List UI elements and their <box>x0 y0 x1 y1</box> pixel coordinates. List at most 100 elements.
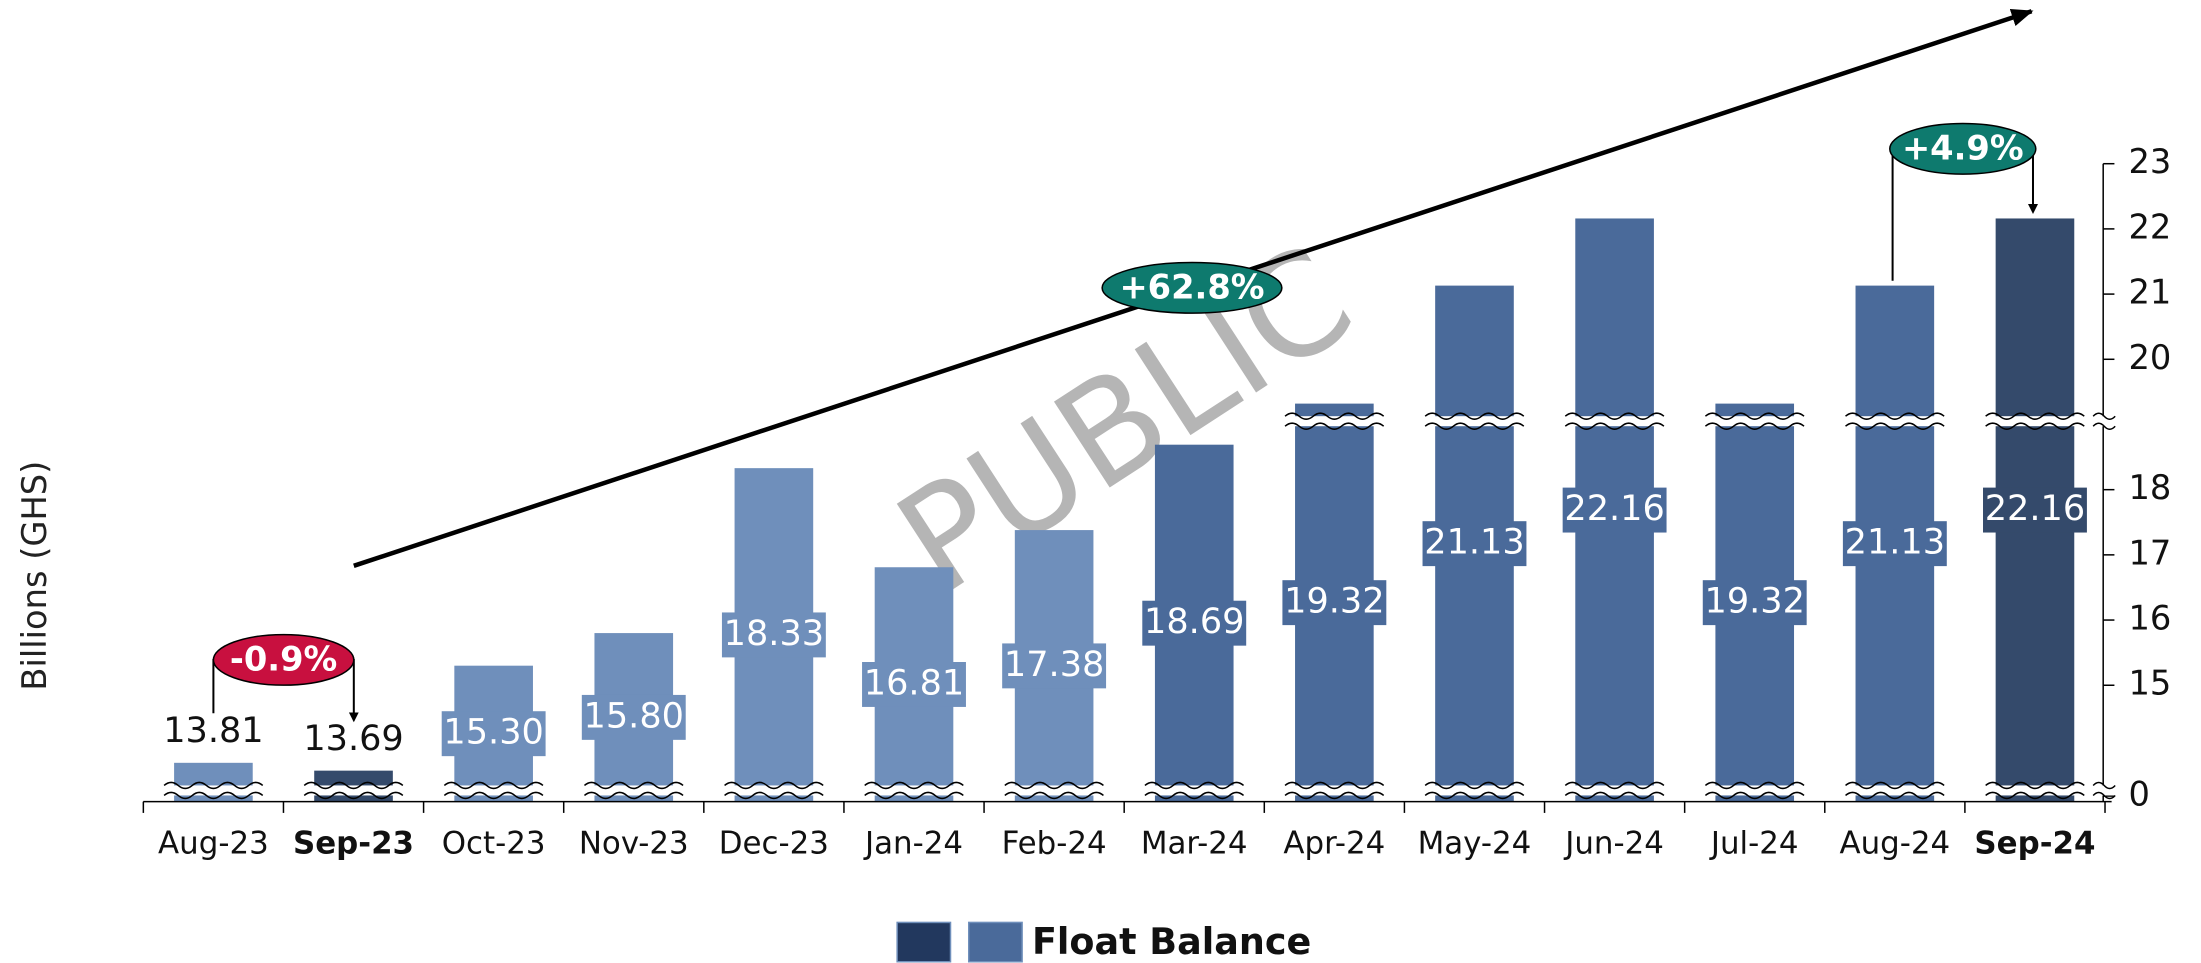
y-tick-label: 0 <box>2128 775 2149 814</box>
annotation-pill <box>1101 261 1283 314</box>
axis-break <box>2092 422 2116 430</box>
axis-break-gap <box>1565 416 1664 427</box>
axis-break <box>443 791 544 800</box>
data-label-box <box>441 711 546 757</box>
data-label: 18.33 <box>724 613 824 654</box>
axis-break-gap <box>584 785 684 796</box>
axis-break-gap <box>1285 416 1384 427</box>
axis-break-gap <box>724 785 824 796</box>
x-tick-label: Jan-24 <box>863 826 963 862</box>
annotation-pill <box>212 633 355 686</box>
y-tick-label: 20 <box>2128 338 2171 377</box>
axis-break <box>1704 791 1805 800</box>
data-label: 21.13 <box>1845 522 1945 563</box>
x-tick-label: Oct-23 <box>442 826 546 862</box>
axis-break <box>1284 781 1385 790</box>
axis-break <box>2092 412 2116 420</box>
axis-break <box>443 781 544 790</box>
y-tick-label: 23 <box>2128 142 2171 181</box>
data-label: 22.16 <box>1985 488 2085 529</box>
data-label-box <box>1562 487 1667 533</box>
x-tick-label: May-24 <box>1418 826 1532 862</box>
axis-break-gap <box>1565 785 1664 796</box>
axis-break-gap <box>1004 785 1104 796</box>
axis-break <box>724 781 824 790</box>
axis-break <box>303 791 404 800</box>
axis-break <box>1284 791 1385 800</box>
axis-break <box>1564 422 1665 430</box>
axis-break <box>2092 791 2116 800</box>
axis-break <box>1004 791 1104 800</box>
bar <box>174 762 253 802</box>
data-label: 15.30 <box>443 712 543 753</box>
axis-break-gap <box>304 785 403 796</box>
axis-break <box>1284 412 1385 420</box>
axis-break <box>1424 781 1525 790</box>
axis-break <box>1424 412 1525 420</box>
data-label: 21.13 <box>1424 522 1524 563</box>
axis-break <box>1845 791 1945 800</box>
y-axis-title: Billions (GHS) <box>15 461 54 691</box>
axis-break <box>1704 412 1805 420</box>
x-tick-label: Apr-24 <box>1283 826 1385 862</box>
axis-break-gap <box>1285 785 1384 796</box>
axis-break <box>1985 791 2085 800</box>
x-tick-label: Dec-23 <box>719 826 829 862</box>
axis-break <box>1424 422 1525 430</box>
axis-break <box>1985 412 2085 420</box>
axis-break <box>163 791 264 800</box>
data-label: 22.16 <box>1564 488 1664 529</box>
axis-break-gap <box>2093 785 2116 796</box>
axis-break-gap <box>1845 416 1945 427</box>
axis-break-gap <box>1425 785 1524 796</box>
data-label: 13.69 <box>303 718 403 759</box>
axis-break <box>1564 781 1665 790</box>
legend-swatch <box>968 921 1023 963</box>
data-label-box <box>721 612 826 658</box>
annotation-label: +4.9% <box>1902 128 2024 167</box>
axis-break <box>1564 791 1665 800</box>
y-tick-label: 15 <box>2128 664 2171 703</box>
axis-break <box>1704 422 1805 430</box>
axis-break <box>163 781 264 790</box>
axis-break-gap <box>1705 416 1805 427</box>
data-label-box <box>1282 580 1387 626</box>
data-label: 15.80 <box>584 695 684 736</box>
axis-break-gap <box>1845 785 1945 796</box>
axis-break <box>583 781 684 790</box>
x-tick-label: Sep-23 <box>293 826 414 862</box>
data-label-box <box>1983 487 2087 533</box>
data-label: 13.81 <box>163 710 263 751</box>
axis-break-gap <box>2093 416 2116 427</box>
axis-break-gap <box>1705 785 1805 796</box>
axis-break <box>303 781 404 790</box>
axis-break <box>724 791 824 800</box>
axis-break <box>1564 412 1665 420</box>
axis-break <box>2092 781 2116 790</box>
data-label-box <box>1422 521 1527 567</box>
annotation-label: -0.9% <box>230 639 337 678</box>
data-label: 19.32 <box>1705 581 1805 622</box>
data-label: 17.38 <box>1004 644 1104 685</box>
axis-break <box>1144 781 1245 790</box>
x-tick-label: Mar-24 <box>1141 826 1248 862</box>
legend-label: Float Balance <box>1032 920 1311 963</box>
x-tick-label: Feb-24 <box>1002 826 1107 862</box>
axis-break <box>864 781 964 790</box>
axis-break-gap <box>444 785 543 796</box>
axis-break <box>864 791 964 800</box>
axis-break <box>1284 422 1385 430</box>
axis-break <box>1704 781 1805 790</box>
axis-break-gap <box>164 785 263 796</box>
data-label: 18.69 <box>1144 601 1244 642</box>
axis-break <box>1845 422 1945 430</box>
axis-break-gap <box>1985 416 2085 427</box>
axis-break <box>1985 781 2085 790</box>
data-label-box <box>1142 600 1247 646</box>
axis-break-gap <box>864 785 964 796</box>
axis-break <box>1004 781 1104 790</box>
x-tick-label: Jul-24 <box>1709 826 1799 862</box>
data-label-box <box>1702 580 1807 626</box>
axis-break <box>1144 791 1245 800</box>
